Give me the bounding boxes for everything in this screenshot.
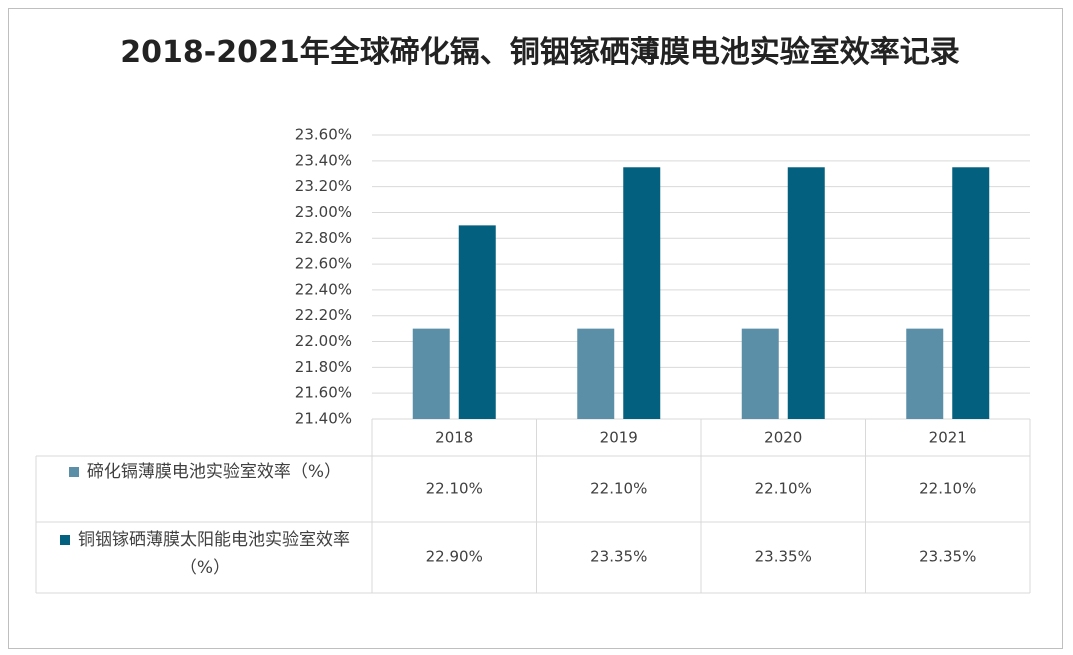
x-tick-label: 2020 <box>764 429 802 447</box>
chart-frame <box>8 8 1063 649</box>
y-tick-label: 22.40% <box>295 280 352 298</box>
legend-label: 铜铟镓硒薄膜太阳能电池实验室效率（%） <box>78 530 350 578</box>
x-tick-label: 2018 <box>435 429 473 447</box>
chart-title: 2018-2021年全球碲化镉、铜铟镓硒薄膜电池实验室效率记录 <box>120 35 960 70</box>
bar <box>906 328 944 419</box>
bar <box>741 328 779 419</box>
table-value: 23.35% <box>755 548 812 566</box>
bar <box>952 167 990 419</box>
y-tick-label: 23.60% <box>295 126 352 144</box>
y-tick-label: 21.40% <box>295 410 352 428</box>
y-tick-label: 23.20% <box>295 177 352 195</box>
table-value: 23.35% <box>590 548 647 566</box>
legend-entry: 碲化镉薄膜电池实验室效率（%） <box>40 458 370 486</box>
legend-key <box>60 535 70 545</box>
bar <box>577 328 615 419</box>
legend-label: 碲化镉薄膜电池实验室效率（%） <box>86 462 342 482</box>
y-tick-label: 22.80% <box>295 229 352 247</box>
y-tick-label: 23.00% <box>295 203 352 221</box>
y-tick-label: 23.40% <box>295 151 352 169</box>
legend-entry: 铜铟镓硒薄膜太阳能电池实验室效率（%） <box>40 526 370 582</box>
table-value: 22.10% <box>755 480 812 498</box>
y-tick-label: 22.20% <box>295 306 352 324</box>
table-value: 22.10% <box>590 480 647 498</box>
bar <box>412 328 450 419</box>
bar <box>458 225 496 419</box>
bar <box>787 167 825 419</box>
y-tick-label: 22.00% <box>295 332 352 350</box>
table-value: 22.10% <box>919 480 976 498</box>
x-tick-label: 2019 <box>600 429 638 447</box>
table-value: 23.35% <box>919 548 976 566</box>
table-value: 22.90% <box>426 548 483 566</box>
y-tick-label: 21.80% <box>295 358 352 376</box>
y-tick-label: 21.60% <box>295 384 352 402</box>
bar <box>623 167 661 419</box>
y-tick-label: 22.60% <box>295 255 352 273</box>
legend-key <box>68 467 79 477</box>
table-value: 22.10% <box>426 480 483 498</box>
x-tick-label: 2021 <box>929 429 967 447</box>
